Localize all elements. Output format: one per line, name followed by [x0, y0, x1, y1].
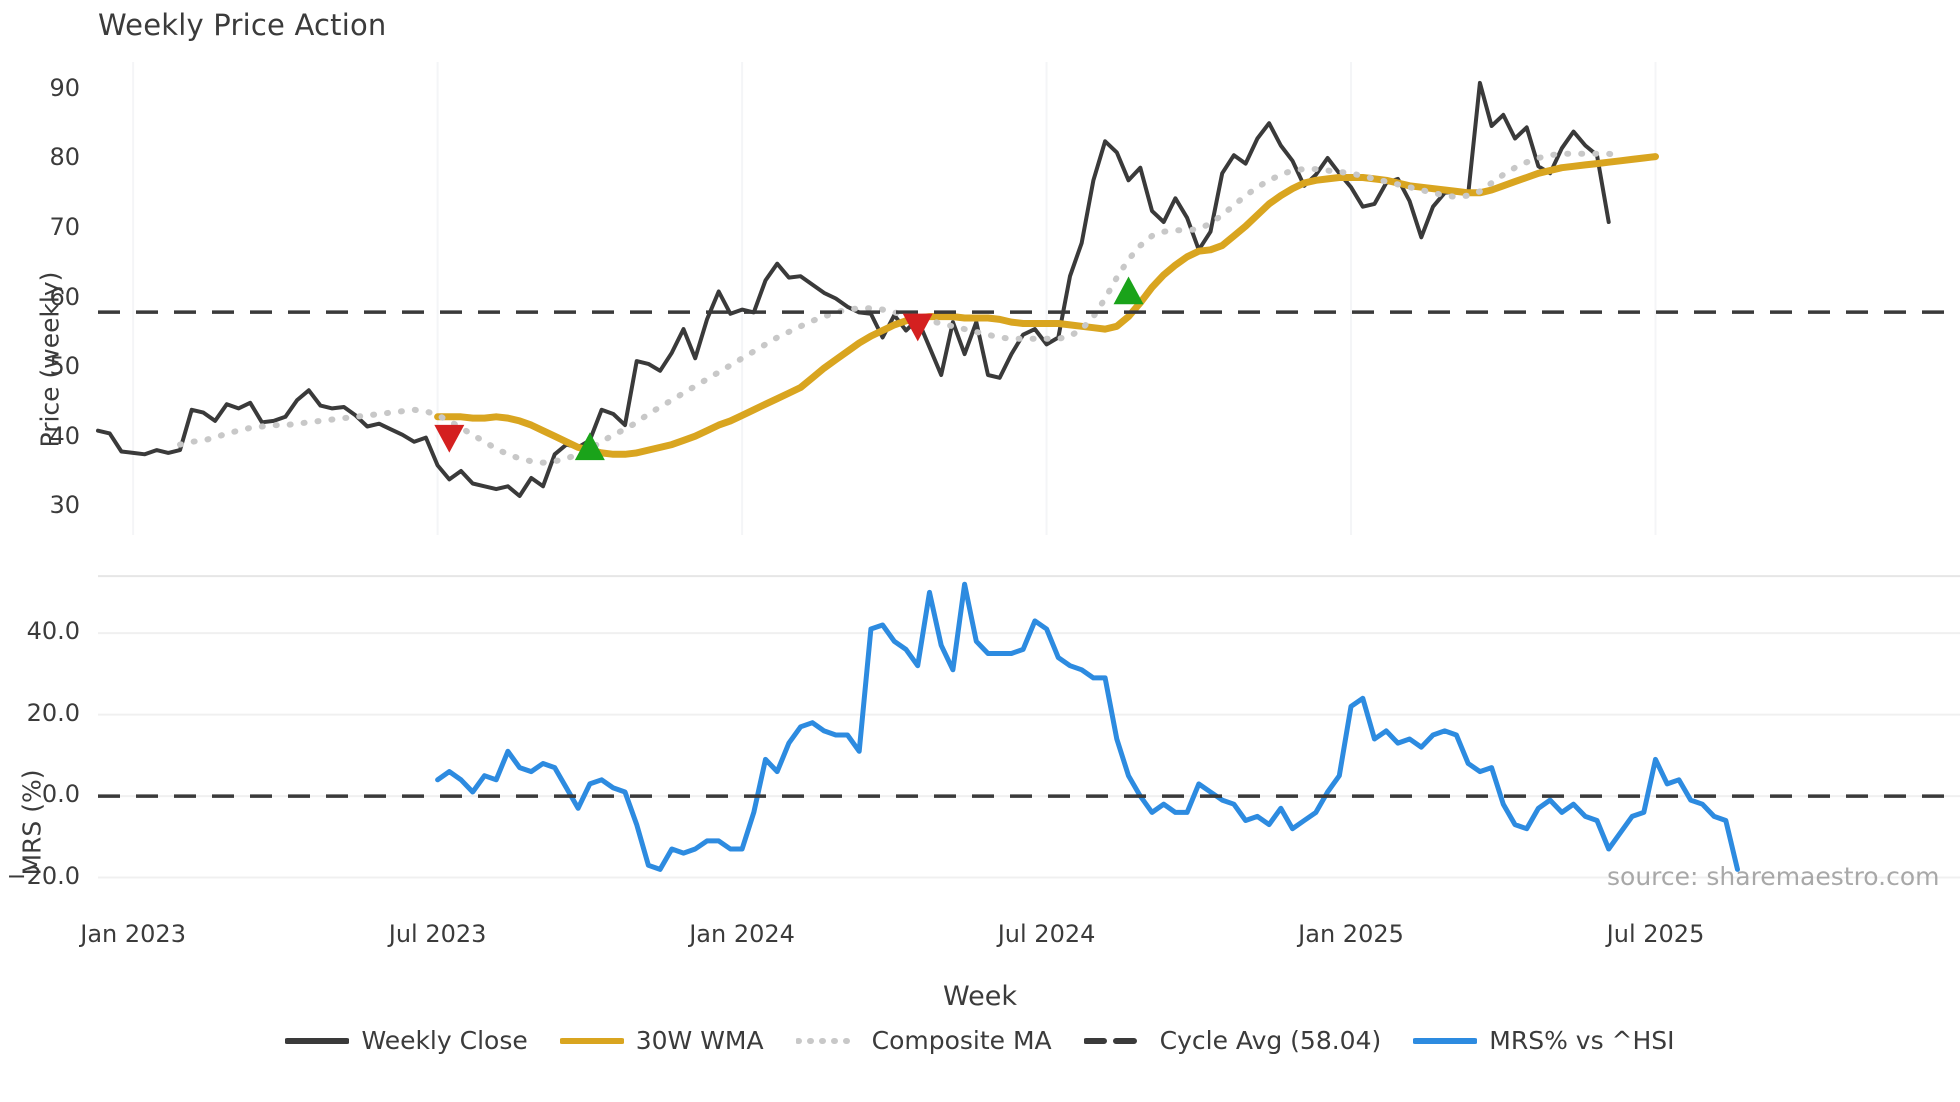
price-y-tick: 40 [49, 421, 80, 450]
legend-label: Weekly Close [361, 1026, 528, 1055]
x-tick: Jan 2023 [80, 920, 186, 948]
legend-item[interactable]: MRS% vs ^HSI [1413, 1026, 1675, 1055]
legend-item[interactable]: 30W WMA [559, 1026, 764, 1055]
mrs-y-tick: −20.0 [6, 861, 80, 890]
chart-title: Weekly Price Action [98, 8, 387, 42]
legend-swatch [1083, 1030, 1148, 1052]
x-tick: Jan 2024 [689, 920, 795, 948]
legend-label: MRS% vs ^HSI [1489, 1026, 1675, 1055]
legend-swatch [1413, 1030, 1478, 1052]
mrs-y-tick: 0.0 [41, 780, 80, 809]
price-panel [96, 62, 1960, 535]
legend-label: Cycle Avg (58.04) [1159, 1026, 1382, 1055]
x-tick: Jan 2025 [1298, 920, 1404, 948]
price-y-tick: 30 [49, 491, 80, 520]
x-tick: Jul 2025 [1606, 920, 1705, 948]
x-tick: Jul 2024 [997, 920, 1096, 948]
legend-label: Composite MA [871, 1026, 1052, 1055]
chart-legend: Weekly Close 30W WMA Composite MA Cycle Avg… [0, 1026, 1960, 1055]
price-y-tick: 90 [49, 73, 80, 102]
legend-item[interactable]: Composite MA [795, 1026, 1052, 1055]
mrs-panel [98, 575, 1960, 879]
legend-swatch [285, 1030, 350, 1052]
legend-item[interactable]: Cycle Avg (58.04) [1083, 1026, 1382, 1055]
x-tick: Jul 2023 [388, 920, 487, 948]
legend-label: 30W WMA [635, 1026, 764, 1055]
mrs-y-tick: 40.0 [26, 617, 80, 646]
legend-item[interactable]: Weekly Close [285, 1026, 528, 1055]
x-axis-label: Week [943, 981, 1017, 1012]
mrs-y-tick: 20.0 [26, 698, 80, 727]
legend-swatch [559, 1030, 624, 1052]
buy-signal-marker [574, 432, 605, 461]
legend-swatch [795, 1030, 860, 1052]
price-y-tick: 60 [49, 282, 80, 311]
buy-signal-marker [1113, 276, 1144, 305]
price-y-tick: 50 [49, 352, 80, 381]
source-watermark: source: sharemaestro.com [1607, 862, 1940, 891]
sell-signal-marker [434, 424, 465, 453]
sell-signal-marker [902, 313, 933, 342]
price-y-tick: 70 [49, 212, 80, 241]
price-y-tick: 80 [49, 143, 80, 172]
